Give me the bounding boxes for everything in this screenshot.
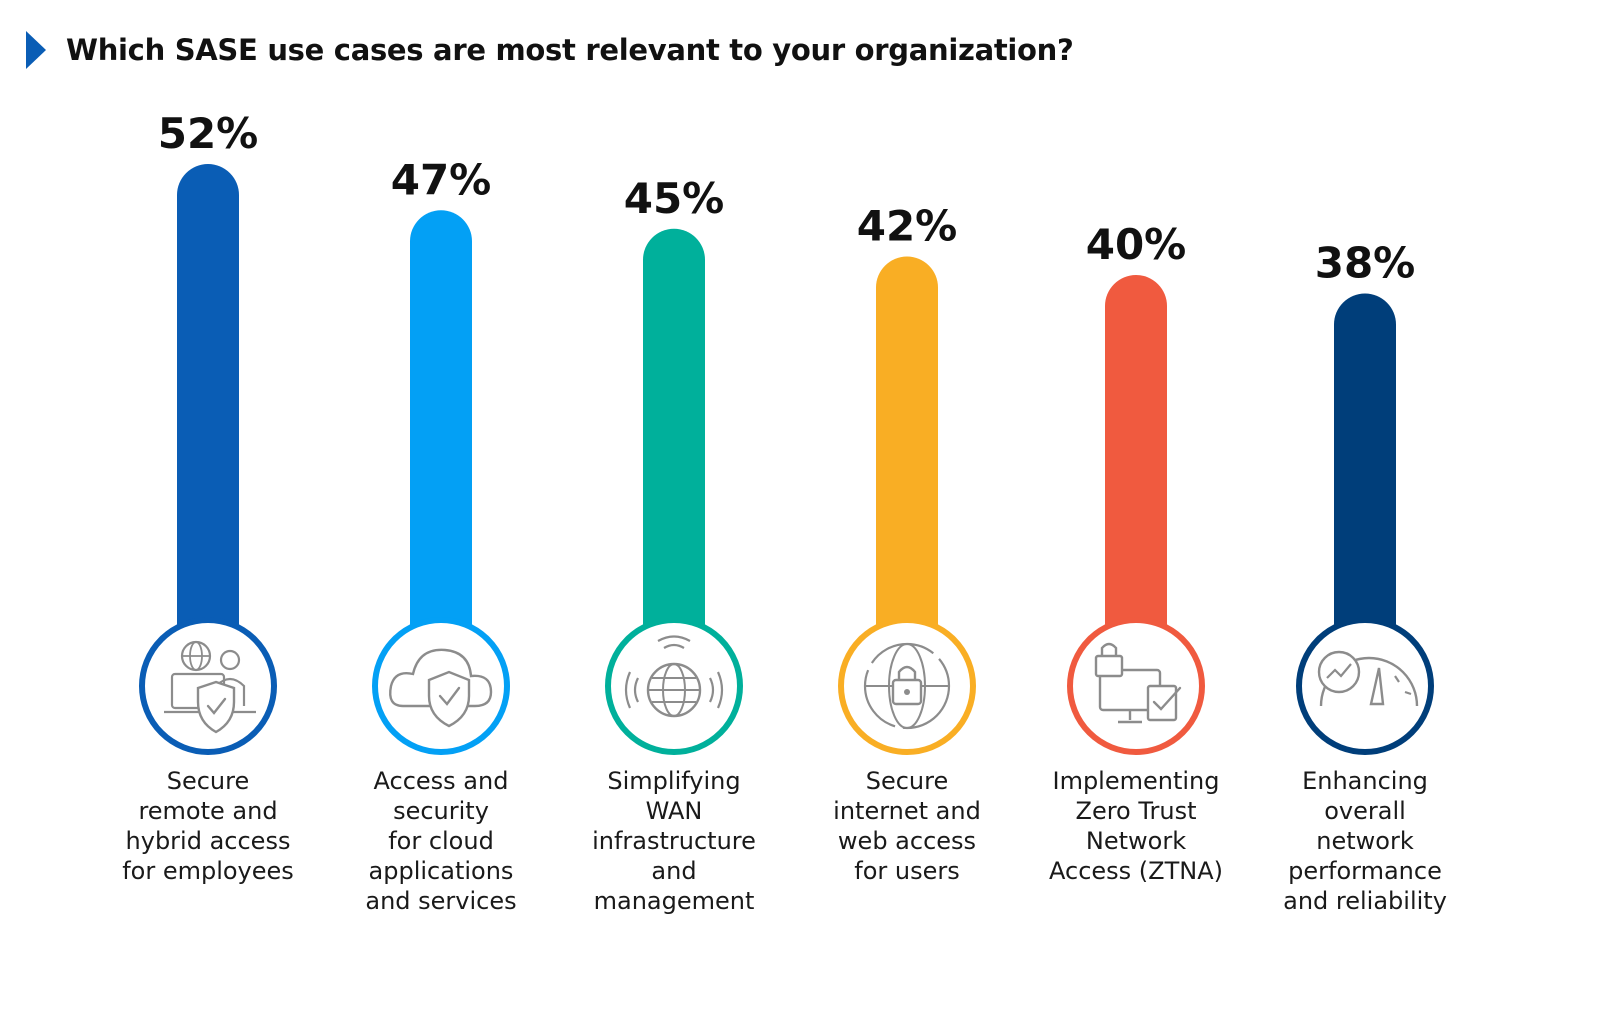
bar-5 [1105, 275, 1167, 686]
icon-circle-3 [605, 617, 743, 755]
bar-6 [1334, 293, 1396, 686]
value-label-6: 38% [1315, 239, 1416, 288]
bar-1 [177, 164, 239, 686]
title-arrow-icon [26, 31, 46, 69]
value-label-3: 45% [624, 174, 725, 223]
wireless-globe-icon [624, 635, 724, 718]
category-label-1: Secure remote and hybrid access for empl… [122, 767, 294, 885]
category-label-5: Implementing Zero Trust Network Access (… [1049, 767, 1223, 885]
value-label-1: 52% [158, 109, 259, 158]
icon-circle-5 [1067, 617, 1205, 755]
page-title: Which SASE use cases are most relevant t… [66, 33, 1074, 67]
remote-worker-shield-icon [164, 640, 256, 734]
bar-2 [410, 210, 472, 686]
category-label-4: Secure internet and web access for users [833, 767, 981, 885]
title-block: Which SASE use cases are most relevant t… [26, 28, 1074, 72]
monitor-lock-check-icon [1094, 642, 1182, 724]
value-label-5: 40% [1086, 220, 1187, 269]
globe-lock-icon [863, 642, 951, 730]
category-label-6: Enhancing overall network performance an… [1283, 767, 1447, 915]
icon-circle-6 [1296, 617, 1434, 755]
value-label-4: 42% [857, 202, 958, 251]
category-label-2: Access and security for cloud applicatio… [365, 767, 517, 915]
speedometer-chart-icon [1317, 650, 1419, 707]
cloud-shield-icon [389, 648, 493, 728]
value-label-2: 47% [391, 155, 492, 204]
bar-4 [876, 256, 938, 686]
bar-3 [643, 228, 705, 686]
category-label-3: Simplifying WAN infrastructure and manag… [592, 767, 756, 915]
